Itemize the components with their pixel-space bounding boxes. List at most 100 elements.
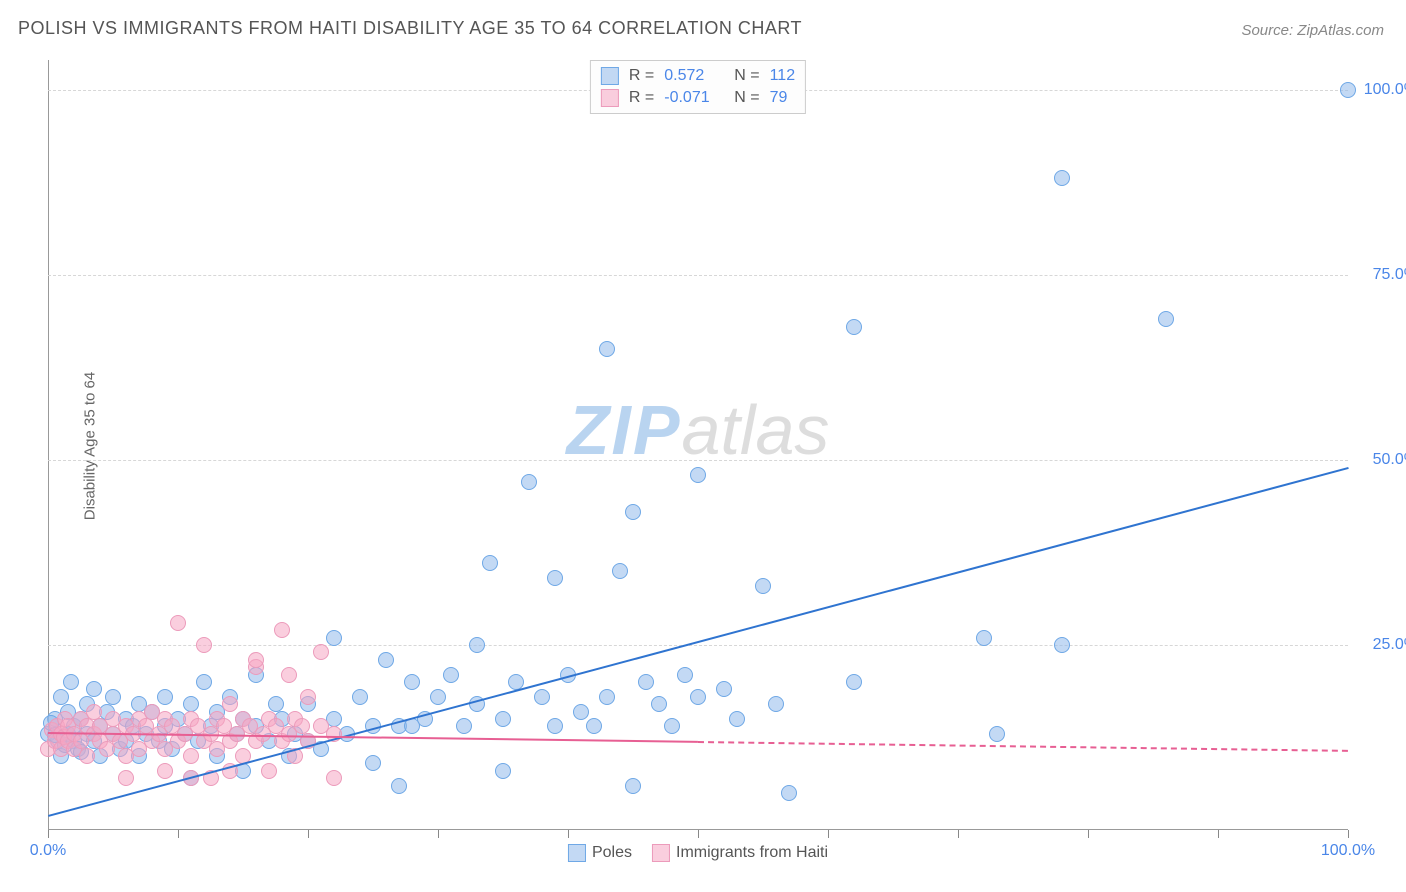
data-point bbox=[63, 674, 79, 690]
y-tick-label: 50.0% bbox=[1358, 451, 1406, 469]
data-point bbox=[547, 718, 563, 734]
x-tick bbox=[1088, 830, 1089, 838]
series-legend: Poles Immigrants from Haiti bbox=[568, 844, 828, 862]
y-tick-label: 75.0% bbox=[1358, 266, 1406, 284]
x-tick bbox=[48, 830, 49, 838]
data-point bbox=[599, 689, 615, 705]
data-point bbox=[690, 689, 706, 705]
data-point bbox=[768, 696, 784, 712]
x-tick bbox=[438, 830, 439, 838]
data-point bbox=[677, 667, 693, 683]
gridline bbox=[48, 460, 1348, 461]
data-point bbox=[326, 630, 342, 646]
data-point bbox=[573, 704, 589, 720]
chart-title: POLISH VS IMMIGRANTS FROM HAITI DISABILI… bbox=[18, 18, 802, 39]
n-label: N = bbox=[734, 89, 759, 107]
data-point bbox=[378, 652, 394, 668]
x-tick bbox=[828, 830, 829, 838]
x-tick-label: 100.0% bbox=[1321, 842, 1375, 860]
data-point bbox=[625, 504, 641, 520]
data-point bbox=[638, 674, 654, 690]
data-point bbox=[976, 630, 992, 646]
data-point bbox=[261, 763, 277, 779]
data-point bbox=[294, 718, 310, 734]
data-point bbox=[157, 763, 173, 779]
legend-swatch bbox=[601, 67, 619, 85]
data-point bbox=[196, 637, 212, 653]
data-point bbox=[482, 555, 498, 571]
data-point bbox=[781, 785, 797, 801]
correlation-legend-row: R =-0.071N =79 bbox=[601, 87, 795, 109]
data-point bbox=[755, 578, 771, 594]
data-point bbox=[1340, 82, 1356, 98]
data-point bbox=[443, 667, 459, 683]
data-point bbox=[274, 622, 290, 638]
data-point bbox=[586, 718, 602, 734]
r-value: -0.071 bbox=[664, 89, 724, 107]
legend-swatch bbox=[568, 844, 586, 862]
series-name: Immigrants from Haiti bbox=[676, 844, 828, 862]
data-point bbox=[196, 674, 212, 690]
data-point bbox=[716, 681, 732, 697]
data-point bbox=[183, 748, 199, 764]
legend-swatch bbox=[601, 89, 619, 107]
data-point bbox=[456, 718, 472, 734]
gridline bbox=[48, 275, 1348, 276]
n-label: N = bbox=[734, 67, 759, 85]
data-point bbox=[430, 689, 446, 705]
data-point bbox=[1054, 637, 1070, 653]
x-tick bbox=[1218, 830, 1219, 838]
data-point bbox=[1158, 311, 1174, 327]
data-point bbox=[86, 681, 102, 697]
data-point bbox=[521, 474, 537, 490]
y-tick-label: 25.0% bbox=[1358, 636, 1406, 654]
data-point bbox=[118, 770, 134, 786]
correlation-legend: R =0.572N =112R =-0.071N =79 bbox=[590, 60, 806, 114]
data-point bbox=[268, 696, 284, 712]
data-point bbox=[352, 689, 368, 705]
data-point bbox=[1054, 170, 1070, 186]
data-point bbox=[365, 755, 381, 771]
data-point bbox=[846, 674, 862, 690]
data-point bbox=[86, 704, 102, 720]
x-tick bbox=[1348, 830, 1349, 838]
data-point bbox=[612, 563, 628, 579]
series-legend-item: Immigrants from Haiti bbox=[652, 844, 828, 862]
data-point bbox=[495, 711, 511, 727]
data-point bbox=[690, 467, 706, 483]
x-tick bbox=[308, 830, 309, 838]
data-point bbox=[53, 689, 69, 705]
legend-swatch bbox=[652, 844, 670, 862]
data-point bbox=[729, 711, 745, 727]
data-point bbox=[183, 696, 199, 712]
series-name: Poles bbox=[592, 844, 632, 862]
plot-area: ZIPatlas 25.0%50.0%75.0%100.0%0.0%100.0%… bbox=[48, 60, 1348, 830]
x-tick-label: 0.0% bbox=[30, 842, 66, 860]
correlation-legend-row: R = 0.572 N = 112 bbox=[601, 65, 795, 87]
data-point bbox=[170, 615, 186, 631]
source-attribution: Source: ZipAtlas.com bbox=[1241, 22, 1384, 39]
data-point bbox=[625, 778, 641, 794]
data-point bbox=[281, 667, 297, 683]
data-point bbox=[599, 341, 615, 357]
gridline bbox=[48, 645, 1348, 646]
r-label: R = bbox=[629, 89, 654, 107]
data-point bbox=[547, 570, 563, 586]
data-point bbox=[248, 652, 264, 668]
data-point bbox=[313, 644, 329, 660]
n-value: 112 bbox=[770, 67, 796, 85]
data-point bbox=[404, 674, 420, 690]
x-tick bbox=[958, 830, 959, 838]
data-point bbox=[989, 726, 1005, 742]
r-label: R = bbox=[629, 67, 654, 85]
r-value: 0.572 bbox=[664, 67, 724, 85]
x-tick bbox=[568, 830, 569, 838]
data-point bbox=[157, 689, 173, 705]
data-point bbox=[391, 778, 407, 794]
series-legend-item: Poles bbox=[568, 844, 632, 862]
data-point bbox=[222, 696, 238, 712]
data-point bbox=[534, 689, 550, 705]
data-point bbox=[469, 637, 485, 653]
data-point bbox=[664, 718, 680, 734]
data-point bbox=[79, 748, 95, 764]
